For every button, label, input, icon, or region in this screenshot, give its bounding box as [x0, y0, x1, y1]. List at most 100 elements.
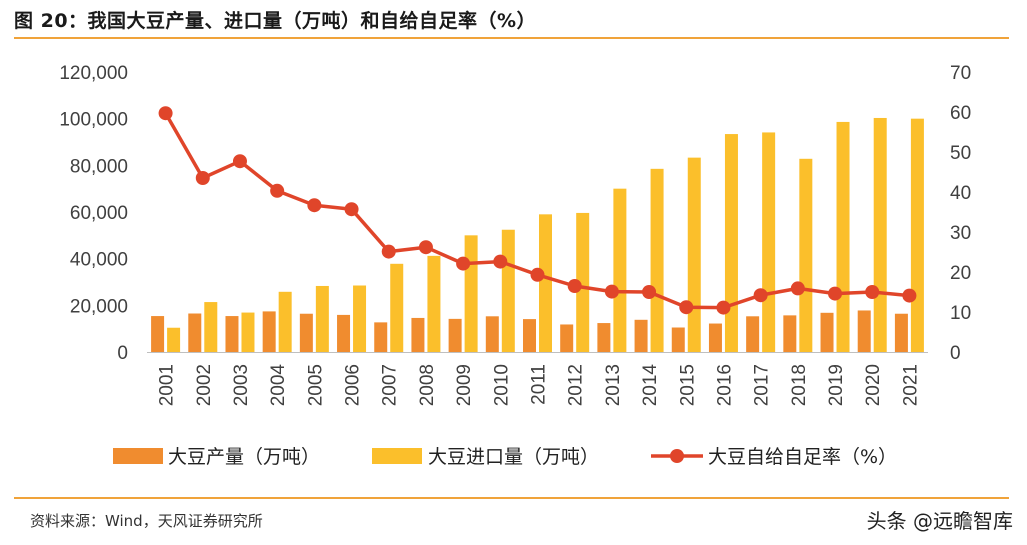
x-tick-label: 2008: [417, 364, 438, 406]
bar-production: [485, 316, 499, 352]
bar-imports: [464, 235, 478, 352]
x-tick-label: 2018: [789, 364, 810, 406]
source-note: 资料来源：Wind，天风证券研究所: [30, 512, 263, 530]
left-tick-label: 120,000: [59, 63, 128, 84]
x-tick-label: 2001: [157, 364, 178, 406]
left-tick-label: 20,000: [70, 296, 128, 317]
ratio-marker: [195, 171, 210, 185]
legend-swatch-production: [113, 448, 163, 464]
bar-series: [151, 117, 924, 353]
bar-production: [746, 316, 760, 352]
bar-imports: [576, 212, 590, 352]
bar-imports: [724, 134, 738, 352]
bar-imports: [204, 302, 218, 352]
x-tick-label: 2016: [714, 364, 735, 406]
top-rule: [14, 37, 1009, 39]
bar-production: [597, 323, 611, 352]
ratio-marker: [344, 202, 359, 217]
bottom-rule: [14, 497, 1009, 499]
right-tick-label: 0: [950, 343, 961, 364]
bar-imports: [613, 188, 627, 352]
x-tick-label: 2003: [231, 364, 252, 406]
right-tick-label: 60: [950, 103, 971, 124]
right-tick-label: 20: [950, 263, 971, 284]
legend-label-ratio: 大豆自给自足率（%）: [708, 446, 897, 468]
ratio-marker: [567, 279, 582, 293]
ratio-marker: [828, 286, 843, 301]
right-tick-label: 40: [950, 183, 971, 204]
ratio-marker: [232, 154, 247, 169]
bar-imports: [353, 285, 367, 352]
bar-production: [671, 327, 685, 352]
x-tick-label: 2015: [677, 364, 698, 406]
ratio-marker: [456, 256, 471, 271]
ratio-marker: [307, 198, 322, 213]
bar-production: [337, 314, 351, 352]
bar-imports: [501, 229, 515, 352]
ratio-marker: [604, 284, 619, 299]
x-tick-label: 2006: [343, 364, 364, 406]
bar-production: [894, 313, 908, 352]
bar-imports: [762, 132, 776, 352]
bar-production: [708, 323, 722, 352]
x-tick-label: 2021: [900, 364, 921, 406]
bar-imports: [167, 327, 181, 352]
x-tick-label: 2010: [491, 364, 512, 406]
bar-imports: [650, 168, 664, 352]
x-tick-label: 2011: [529, 364, 550, 405]
bar-imports: [873, 117, 887, 352]
ratio-marker: [493, 254, 508, 269]
bar-imports: [539, 214, 552, 352]
left-tick-label: 60,000: [70, 203, 128, 224]
right-axis-ticks: 0 10 20 30 40 50 60 70: [950, 63, 971, 364]
x-tick-label: 2009: [454, 364, 475, 406]
ratio-series: [158, 106, 917, 315]
ratio-marker: [270, 183, 285, 198]
x-tick-label: 2017: [752, 364, 773, 406]
right-tick-label: 10: [950, 303, 971, 324]
right-tick-label: 70: [950, 63, 971, 84]
bar-imports: [687, 157, 701, 352]
x-tick-label: 2005: [305, 364, 326, 406]
bar-production: [411, 317, 425, 352]
bar-imports: [799, 158, 813, 352]
bar-production: [857, 310, 871, 352]
legend-label-imports: 大豆进口量（万吨）: [428, 446, 599, 468]
ratio-marker: [679, 300, 694, 315]
left-tick-label: 100,000: [59, 110, 128, 131]
bar-production: [151, 316, 165, 352]
bar-production: [374, 322, 388, 352]
legend-label-production: 大豆产量（万吨）: [168, 446, 320, 468]
x-tick-label: 2004: [268, 364, 289, 407]
bar-imports: [427, 255, 441, 352]
legend-swatch-imports: [372, 448, 422, 464]
bar-production: [448, 318, 462, 352]
bar-production: [262, 311, 276, 352]
ratio-marker: [753, 288, 768, 303]
bar-production: [225, 316, 239, 352]
right-tick-label: 50: [950, 143, 971, 164]
bar-production: [523, 319, 536, 352]
ratio-marker: [790, 281, 805, 296]
ratio-marker: [902, 288, 917, 303]
x-axis-ticks: 2001 2002 2003 2004 2005 2006 2007 2008 2009 2010…: [157, 364, 922, 407]
ratio-marker: [865, 285, 880, 299]
x-tick-label: 2012: [566, 364, 587, 406]
bar-imports: [390, 263, 404, 352]
left-tick-label: 40,000: [70, 250, 128, 271]
bar-production: [560, 324, 574, 352]
bar-imports: [836, 121, 850, 352]
chart-title: 图 20：我国大豆产量、进口量（万吨）和自给自足率（%）: [14, 10, 537, 32]
right-tick-label: 30: [950, 223, 971, 244]
ratio-marker: [158, 106, 173, 121]
ratio-marker: [381, 244, 396, 259]
bar-production: [188, 313, 202, 352]
left-tick-label: 0: [117, 343, 128, 364]
bar-imports: [315, 285, 329, 352]
bar-production: [299, 313, 313, 352]
bar-imports: [278, 291, 292, 352]
bar-production: [634, 319, 648, 352]
x-tick-label: 2014: [640, 364, 661, 407]
ratio-marker: [530, 267, 545, 282]
